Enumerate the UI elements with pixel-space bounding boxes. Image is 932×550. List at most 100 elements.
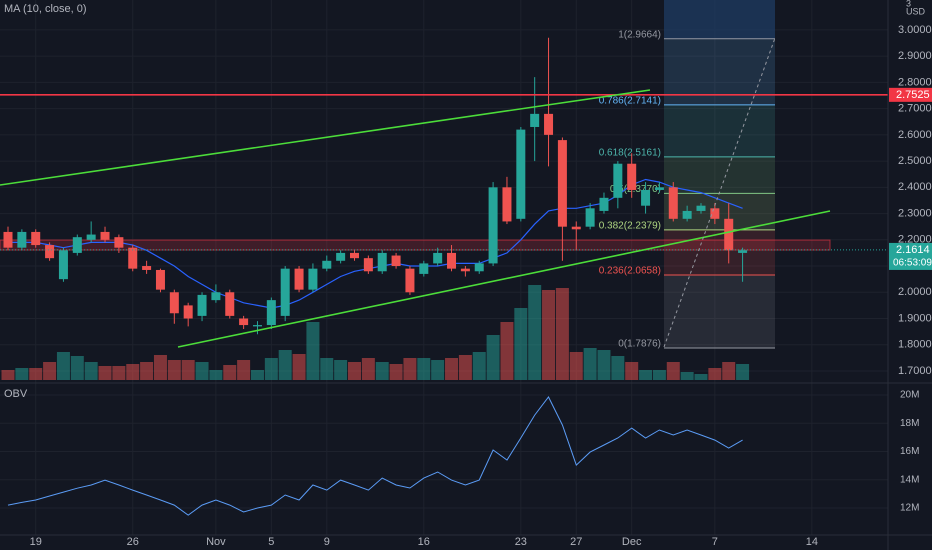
volume-bar [652,370,666,380]
volume-bar [500,322,514,380]
y-tick-label: 2.8000 [898,76,932,88]
y-tick-label: 2.4000 [898,181,932,193]
candle-body [419,263,429,274]
x-tick-label: 14 [806,536,818,548]
y-tick-label: 1.9000 [898,312,932,324]
candle-body [266,300,276,326]
candle-body [86,234,96,240]
axis: 3.0000 2.9000 2.8000 2.7000 2.6000 2.5000 2.40… [30,24,932,548]
x-tick-label: Dec [622,536,642,548]
candle-body [668,187,678,219]
volume-bar [29,368,43,380]
volume-bar [458,355,472,380]
price-tag [889,87,932,102]
y-tick-label: 2.3000 [898,207,932,219]
volume-bar [639,370,653,380]
volume-bar [348,362,361,380]
candle-body [169,292,179,314]
volume-bar [306,322,320,380]
candle-body [516,129,526,219]
volume-bar [445,358,459,380]
y-tick-label: 16M [900,446,919,457]
candle-body [280,268,290,316]
fib-label: 0.618(2.5161) [599,148,661,159]
countdown: 06:53:09 [893,258,932,269]
volume-bar [292,354,306,380]
volume-bar [375,362,389,380]
candle-body [474,263,484,272]
candle-body [350,252,359,259]
obv-line [7,396,743,516]
candle-body [72,237,82,253]
candle-body [502,187,512,222]
price-tag-label: 2.7525 [896,89,930,101]
y-tick-label: 12M [900,503,919,514]
y-tick-label: 14M [900,474,919,485]
x-tick-label: 9 [324,536,330,548]
volume-bar [1,370,15,380]
y-tick-label: 2.0000 [898,286,932,298]
y-tick-label: 2.7000 [898,103,932,115]
volume-bar [666,362,680,380]
fib-band [664,156,775,194]
candle-body [142,266,152,270]
candle-body [544,113,554,135]
candle-body [488,187,498,264]
x-tick-label: 7 [712,536,718,548]
candle-body [530,113,540,127]
candle-body [627,163,637,190]
position-target [664,0,775,39]
candle-body [585,208,595,227]
candle-body [58,250,68,280]
candle-body [225,292,235,316]
volume-bar [181,360,195,380]
price-tag-label: 2.1614 [896,244,930,256]
volume-bar [694,374,708,380]
fib-label: 0.786(2.7141) [599,96,661,107]
volume-bar [361,358,375,380]
candle-body [294,268,304,290]
volume-bar [237,360,251,380]
volume-bar [528,285,542,380]
volume-bar [514,308,528,380]
currency: USD [906,6,926,16]
volume-bar [56,352,70,380]
candle-body [183,305,193,319]
volume-bar [126,364,140,380]
volume-bar [209,370,223,380]
candle-body [613,163,623,198]
volume-bar [195,362,209,380]
x-tick-label: 19 [30,536,42,548]
candle-body [391,255,401,267]
x-tick-label: 26 [127,536,139,548]
fib-band [664,38,775,105]
y-tick-label: 1.7000 [898,365,932,377]
candle-body [239,318,249,326]
x-tick-label: 16 [418,536,430,548]
corner-label: 3 [906,0,911,8]
volume-bar [611,356,625,380]
y-tick-label: 3.0000 [898,24,932,36]
trend-line [0,89,651,186]
obv-legend: OBV [4,388,28,400]
volume-bar [389,364,403,380]
volume-bar [167,360,181,380]
volume-bar [112,366,126,380]
volume-bar [153,355,167,380]
volume-bar [98,366,112,380]
candle-body [738,250,748,253]
candle-body [45,245,55,259]
volume-bar [597,350,611,380]
y-tick-label: 20M [900,390,919,401]
x-tick-label: Nov [206,536,226,548]
volume-bar [472,352,486,380]
candle-body [377,252,387,272]
candle-body [433,252,443,264]
volume-bar [722,362,736,380]
candle-body [724,218,734,251]
candle-body [252,325,262,327]
volume-bar [84,362,98,380]
volume-bar [431,360,445,380]
